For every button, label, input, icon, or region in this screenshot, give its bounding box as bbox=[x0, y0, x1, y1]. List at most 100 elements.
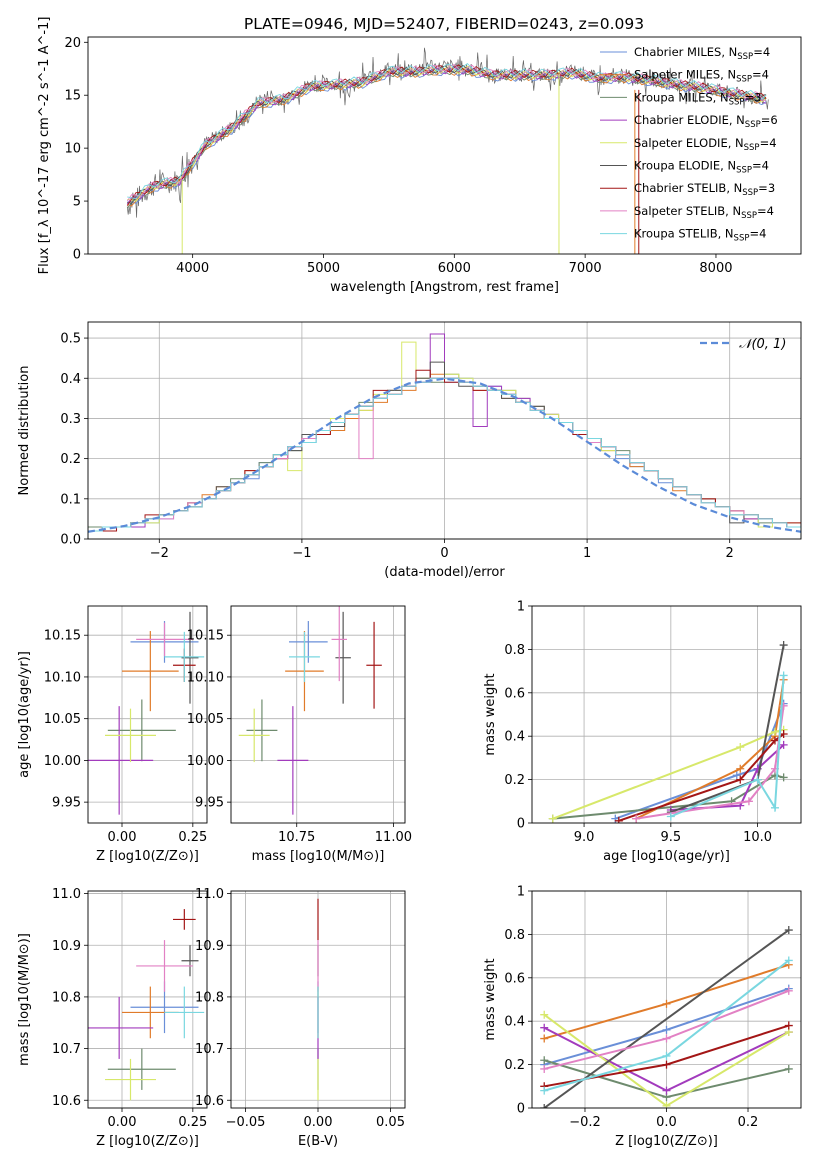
weight-marker bbox=[784, 926, 793, 935]
y-tick-label: 11.0 bbox=[52, 887, 81, 902]
weight-marker bbox=[548, 814, 557, 823]
y-tick-label: 0 bbox=[73, 248, 81, 263]
y-tick-label: 10.10 bbox=[187, 670, 224, 685]
weight-marker bbox=[540, 1064, 549, 1073]
x-tick-label: 7000 bbox=[569, 261, 602, 276]
axes-frame bbox=[87, 321, 802, 540]
x-tick-label: 11.00 bbox=[375, 830, 412, 845]
errorbar-point bbox=[181, 945, 199, 977]
weight-marker bbox=[779, 671, 788, 680]
legend-label: Chabrier MILES, NSSP=4 bbox=[634, 45, 770, 62]
x-tick-label: 10.75 bbox=[278, 830, 315, 845]
axes-frame bbox=[531, 605, 802, 824]
axes-frame bbox=[87, 890, 208, 1109]
x-tick-label: 2 bbox=[726, 546, 734, 561]
model-line-4 bbox=[127, 65, 767, 202]
x-tick-label: 9.5 bbox=[660, 830, 681, 845]
axes-frame bbox=[531, 890, 802, 1109]
errorbar-point bbox=[107, 1048, 176, 1090]
y-tick-label: 10.7 bbox=[52, 1042, 81, 1057]
errorbar-point bbox=[107, 699, 176, 762]
errorbar-point bbox=[164, 631, 205, 682]
y-tick-label: 10.9 bbox=[195, 939, 224, 954]
x-tick-label: 9.0 bbox=[574, 830, 595, 845]
errorbar-point bbox=[136, 940, 193, 992]
y-tick-label: 10 bbox=[64, 142, 81, 157]
weight-marker bbox=[662, 999, 671, 1008]
weight-marker bbox=[736, 764, 745, 773]
y-tick-label: 0.6 bbox=[504, 686, 525, 701]
panel-age_vs_mass: 10.75 11.00 9.95 10.00 10.05 10.10 10.15 mass [… bbox=[187, 605, 412, 864]
legend-label: Salpeter MILES, NSSP=4 bbox=[634, 68, 769, 85]
errorbar-point bbox=[277, 706, 309, 815]
weight-marker bbox=[784, 956, 793, 965]
y-tick-label: 0.1 bbox=[60, 492, 81, 507]
x-tick-label: 0.2 bbox=[738, 1115, 759, 1130]
panel-spectrum: 4000 5000 6000 7000 8000 0 5 10 15 20 wavelength [… bbox=[37, 17, 802, 295]
x-tick-label: 0.0 bbox=[656, 1115, 677, 1130]
y-tick-label: 0.2 bbox=[504, 773, 525, 788]
panel-mass_vs_metallicity: 0.00 0.25 10.6 10.7 10.8 10.9 11.0 Z [log10(Z/Z… bbox=[17, 887, 208, 1149]
y-axis-label: mass [log10(M/M⊙)] bbox=[17, 933, 32, 1066]
y-tick-label: 15 bbox=[64, 89, 81, 104]
weight-marker bbox=[736, 775, 745, 784]
y-tick-label: 20 bbox=[64, 36, 81, 51]
y-tick-label: 1 bbox=[517, 885, 525, 900]
weight-marker bbox=[662, 1034, 671, 1043]
y-tick-label: 0 bbox=[517, 817, 525, 832]
errorbar-point bbox=[289, 631, 320, 682]
weight-marker bbox=[662, 1025, 671, 1034]
errorbar-point bbox=[88, 996, 154, 1059]
y-tick-label: 5 bbox=[73, 195, 81, 210]
errorbar-point bbox=[335, 611, 351, 704]
weight-marker bbox=[770, 803, 779, 812]
errorbar-point bbox=[238, 708, 270, 763]
y-tick-label: 10.9 bbox=[52, 939, 81, 954]
y-tick-label: 10.8 bbox=[195, 990, 224, 1005]
x-tick-label: 0.00 bbox=[304, 1115, 333, 1130]
plot-area bbox=[540, 926, 793, 1108]
y-axis-label: age [log10(age/yr)] bbox=[17, 651, 32, 778]
weight-line-2 bbox=[552, 774, 784, 820]
x-axis-label: mass [log10(M/M⊙)] bbox=[252, 849, 385, 864]
y-tick-label: 10.10 bbox=[44, 670, 81, 685]
x-axis-label: Z [log10(Z/Z⊙)] bbox=[96, 849, 199, 864]
y-tick-label: 0.0 bbox=[60, 533, 81, 548]
x-tick-label: 10.0 bbox=[743, 830, 772, 845]
y-tick-label: 0 bbox=[517, 1102, 525, 1117]
x-axis-label: Z [log10(Z/Z⊙)] bbox=[615, 1134, 718, 1149]
y-axis-label: Normed distribution bbox=[17, 366, 32, 496]
axes-frame bbox=[87, 605, 208, 824]
plot-area bbox=[88, 909, 205, 1101]
x-tick-label: −1 bbox=[292, 546, 311, 561]
legend-label: Chabrier ELODIE, NSSP=6 bbox=[634, 113, 778, 130]
weight-marker bbox=[662, 1060, 671, 1069]
errorbar-point bbox=[164, 986, 205, 1039]
y-tick-label: 0.8 bbox=[504, 928, 525, 943]
x-axis-label: Z [log10(Z/Z⊙)] bbox=[96, 1134, 199, 1149]
errorbar-point bbox=[331, 606, 347, 682]
weight-marker bbox=[770, 736, 779, 745]
y-axis-label: mass weight bbox=[483, 958, 498, 1040]
legend-label: Salpeter STELIB, NSSP=4 bbox=[634, 204, 774, 221]
panel-mass_weight_vs_age: 9.0 9.5 10.0 0 0.2 0.4 0.6 0.8 1 age [log10(age/y… bbox=[483, 600, 802, 864]
y-axis-label: Flux [f_λ 10^-17 erg cm^-2 s^-1 A^-1] bbox=[37, 17, 52, 275]
y-tick-label: 1 bbox=[517, 600, 525, 615]
y-tick-label: 0.4 bbox=[60, 372, 81, 387]
x-axis-label: wavelength [Angstrom, rest frame] bbox=[330, 280, 559, 295]
normal-curve bbox=[88, 377, 801, 533]
weight-marker bbox=[540, 1034, 549, 1043]
axes-frame bbox=[87, 36, 802, 255]
weight-marker bbox=[540, 1023, 549, 1032]
y-tick-label: 0.5 bbox=[60, 332, 81, 347]
x-tick-label: 0.05 bbox=[376, 1115, 405, 1130]
errorbar-point bbox=[88, 706, 154, 815]
y-tick-label: 10.05 bbox=[187, 712, 224, 727]
x-axis-label: (data-model)/error bbox=[384, 565, 505, 580]
x-axis-label: E(B-V) bbox=[298, 1134, 338, 1149]
plot-area bbox=[88, 611, 205, 815]
weight-line-4 bbox=[552, 728, 784, 820]
panel-age_vs_metallicity: 0.00 0.25 9.95 10.00 10.05 10.10 10.15 Z [log10… bbox=[17, 605, 208, 864]
x-tick-label: 0 bbox=[440, 546, 448, 561]
